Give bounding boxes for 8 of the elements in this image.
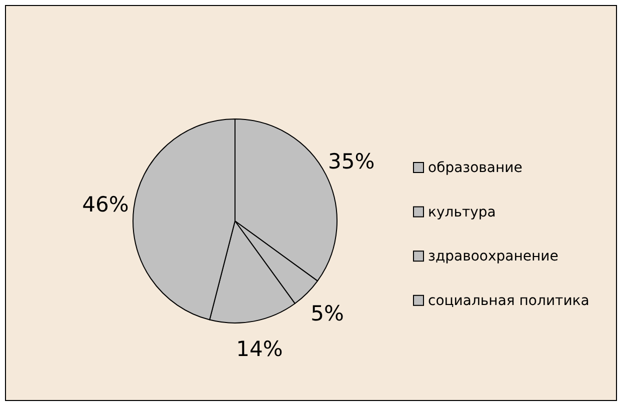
- data-label: 5%: [310, 301, 344, 326]
- legend-label: образование: [428, 160, 522, 176]
- data-label: 14%: [236, 337, 283, 362]
- legend-label: культура: [428, 204, 496, 220]
- data-label: 46%: [82, 192, 129, 217]
- data-label: 35%: [328, 150, 375, 174]
- legend-label: здравоохранение: [428, 248, 558, 265]
- legend-label: социальная политика: [428, 292, 590, 309]
